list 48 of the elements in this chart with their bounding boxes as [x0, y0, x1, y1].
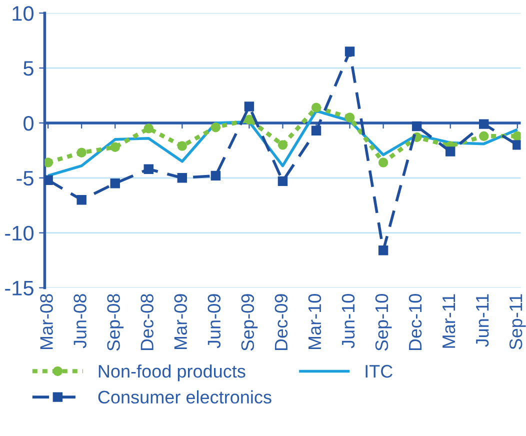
point	[378, 158, 388, 168]
legend-label: ITC	[366, 364, 392, 378]
point	[479, 119, 489, 129]
point	[144, 164, 154, 174]
point	[244, 114, 254, 125]
point	[311, 126, 322, 136]
x-tick-label: Mar-10	[308, 294, 322, 350]
point	[479, 131, 489, 141]
point	[210, 122, 221, 132]
legend-label: Consumer electronics	[98, 390, 272, 404]
y-tick-label: 0	[24, 116, 34, 131]
point	[76, 148, 86, 158]
point	[210, 170, 221, 181]
y-tick-label: 10	[12, 6, 34, 21]
y-tick-label: -15	[5, 280, 34, 296]
x-tick-label: Mar-09	[174, 294, 187, 350]
legend-label: Non-food products	[98, 364, 246, 382]
point	[76, 195, 86, 205]
y-tick-label: -5	[16, 171, 34, 186]
x-tick-label: Sep-08	[107, 294, 124, 351]
point	[344, 112, 355, 122]
x-tick-label: Sep-10	[375, 294, 392, 351]
point	[110, 142, 120, 152]
point	[278, 140, 288, 150]
point	[378, 246, 388, 256]
point	[177, 141, 188, 151]
point	[412, 121, 422, 132]
point	[344, 46, 355, 56]
x-tick-label: Dec-10	[408, 294, 422, 350]
x-tick-label: Jun-11	[476, 294, 489, 347]
y-tick-label: 5	[24, 61, 34, 76]
x-tick-label: Jun-10	[342, 294, 355, 348]
point	[244, 102, 254, 112]
x-tick-label: Dec-09	[274, 294, 288, 350]
point	[445, 146, 456, 156]
point	[177, 173, 188, 183]
x-tick-label: Jun-08	[74, 294, 86, 348]
x-tick-label: Jun-09	[208, 294, 221, 348]
x-tick-label: Sep-09	[241, 294, 258, 351]
x-tick-label: Mar-08	[40, 294, 53, 350]
point	[278, 176, 288, 186]
x-tick-label: Mar-11	[442, 294, 456, 348]
point	[110, 178, 120, 188]
y-tick-label: -10	[5, 226, 34, 241]
x-tick-label: Sep-11	[509, 294, 526, 350]
point	[144, 124, 154, 134]
x-tick-label: Dec-08	[140, 294, 154, 350]
point	[311, 102, 322, 112]
